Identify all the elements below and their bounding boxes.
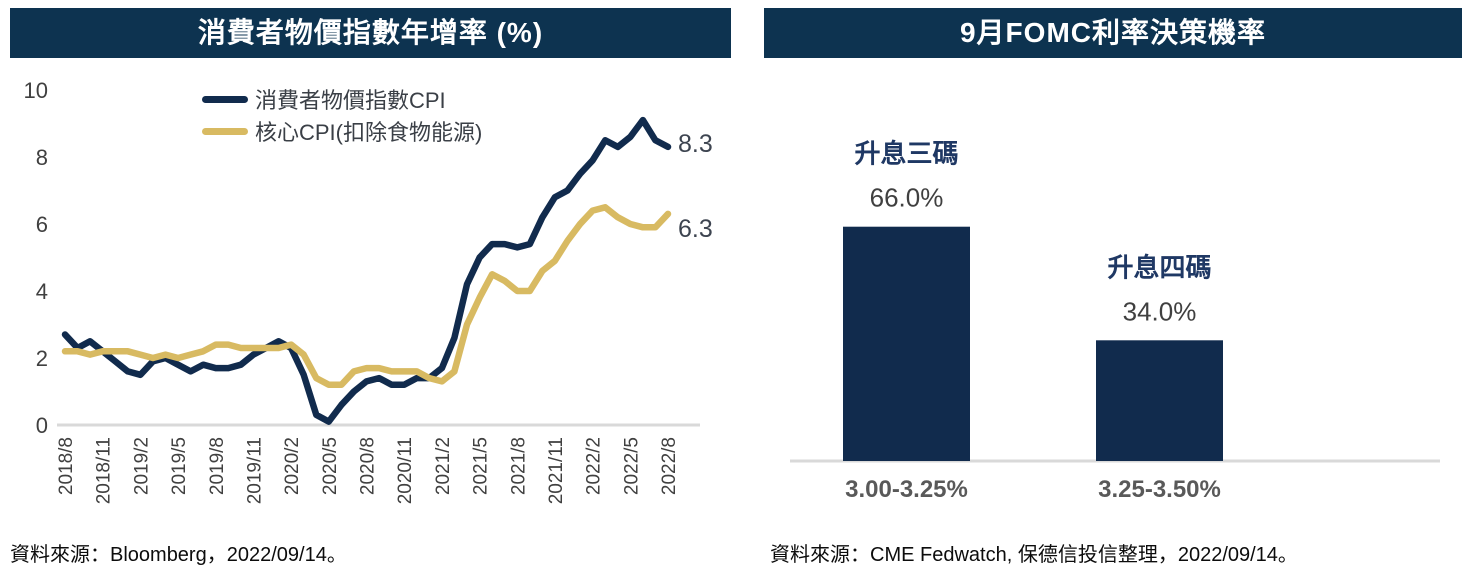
series-end-value-label: 6.3	[678, 215, 713, 243]
fomc-chart-title: 9月FOMC利率決策機率	[764, 8, 1462, 58]
y-tick-label: 8	[36, 145, 48, 170]
x-tick-label: 2021/8	[508, 437, 529, 495]
cpi-source-note: 資料來源：Bloomberg，2022/09/14。	[10, 544, 347, 566]
legend-item-core-cpi: 核心CPI(扣除食物能源)	[202, 118, 483, 145]
x-tick-label: 2022/2	[584, 437, 605, 495]
x-tick-label: 2022/5	[621, 437, 642, 495]
y-tick-label: 0	[36, 413, 48, 438]
y-tick-label: 6	[36, 212, 48, 237]
cpi-chart-legend: 消費者物價指數CPI 核心CPI(扣除食物能源)	[202, 86, 483, 145]
bar-value-label: 66.0%	[870, 183, 944, 213]
legend-label-core-cpi: 核心CPI(扣除食物能源)	[255, 120, 483, 145]
bar-name-label: 升息三碼	[854, 139, 958, 169]
x-tick-label: 2021/11	[546, 437, 567, 504]
y-tick-label: 2	[36, 346, 48, 371]
core-cpi-line-swatch-icon	[202, 127, 248, 135]
probability-bar	[1096, 340, 1223, 461]
bar-category-label: 3.00-3.25%	[845, 476, 968, 503]
x-tick-label: 2020/2	[282, 437, 303, 495]
x-tick-label: 2018/8	[56, 437, 77, 495]
x-tick-label: 2021/2	[433, 437, 454, 495]
bar-category-label: 3.25-3.50%	[1098, 476, 1221, 503]
x-tick-label: 2018/11	[94, 437, 115, 504]
bar-value-label: 34.0%	[1123, 296, 1197, 326]
bar-name-label: 升息四碼	[1107, 252, 1211, 282]
x-tick-label: 2020/11	[395, 437, 416, 504]
fomc-bar-chart: 升息三碼 66.0% 3.00-3.25% 升息四碼 34.0% 3.25-3.50%	[790, 139, 1440, 503]
cpi-chart-title: 消費者物價指數年增率 (%)	[10, 8, 731, 58]
cpi-line-chart: 0 2 4 6 8 10 2018/8 2018/11 2019/2 2019/5 2019/8 20…	[24, 78, 713, 504]
x-tick-label: 2019/11	[244, 437, 265, 504]
x-tick-label: 2020/8	[358, 437, 379, 495]
x-tick-label: 2019/5	[169, 437, 190, 495]
series-end-value-label: 8.3	[678, 130, 713, 158]
x-tick-label: 2019/8	[207, 437, 228, 495]
probability-bar	[843, 226, 970, 461]
cpi-line	[61, 116, 672, 425]
legend-label-cpi: 消費者物價指數CPI	[255, 88, 446, 113]
y-tick-label: 10	[24, 78, 48, 103]
x-tick-label: 2021/5	[471, 437, 492, 495]
x-tick-label: 2019/2	[131, 437, 152, 495]
legend-item-cpi: 消費者物價指數CPI	[202, 86, 482, 113]
x-tick-label: 2020/5	[320, 437, 341, 495]
fomc-source-note: 資料來源：CME Fedwatch, 保德信投信整理，2022/09/14。	[770, 544, 1298, 566]
x-tick-label: 2022/8	[659, 437, 680, 495]
y-tick-label: 4	[36, 279, 48, 304]
cpi-line-swatch-icon	[202, 95, 248, 103]
core-cpi-line	[61, 204, 672, 389]
